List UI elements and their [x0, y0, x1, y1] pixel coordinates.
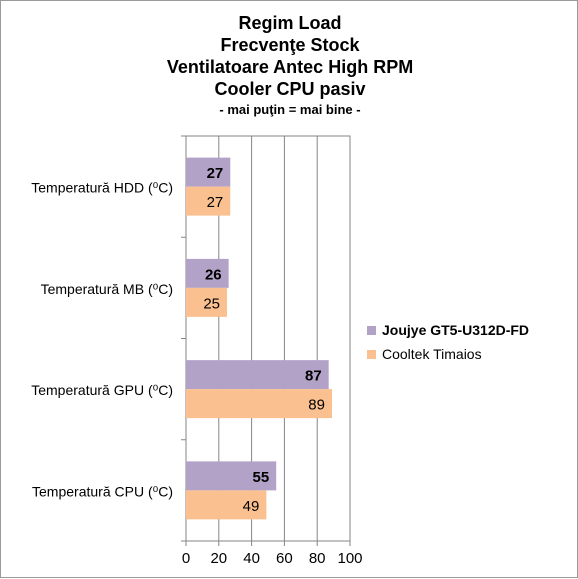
category-label: Temperatură HDD (⁰C) — [31, 180, 173, 196]
x-tick-label: 0 — [182, 550, 190, 567]
legend-label: Joujye GT5-U312D-FD — [382, 322, 529, 338]
legend-label: Cooltek Timaios — [382, 346, 482, 362]
data-label: 25 — [203, 295, 220, 312]
data-label: 27 — [207, 194, 224, 211]
x-tick-label: 20 — [210, 550, 227, 567]
data-label: 27 — [207, 165, 224, 182]
category-label: Temperatură CPU (⁰C) — [32, 483, 173, 499]
x-tick-label: 40 — [243, 550, 260, 567]
bar — [186, 360, 329, 390]
bar — [186, 157, 231, 187]
chart-title: Regim Load Frecvenţe Stock Ventilatoare … — [167, 13, 413, 117]
bar-layer — [186, 157, 332, 520]
data-label: 26 — [205, 266, 222, 283]
title-line-1: Regim Load — [238, 13, 341, 33]
bar — [186, 287, 227, 317]
data-label: 49 — [243, 498, 260, 515]
data-label: 55 — [253, 469, 270, 486]
axis-layer: 0 20 40 60 80 100 — [181, 135, 363, 567]
title-line-2: Frecvenţe Stock — [220, 35, 360, 55]
x-tick-label: 60 — [276, 550, 293, 567]
data-label: 89 — [308, 397, 325, 414]
title-line-3: Ventilatoare Antec High RPM — [167, 57, 413, 77]
bar — [186, 389, 332, 419]
title-line-4: Cooler CPU pasiv — [214, 79, 365, 99]
chart-subtitle: - mai puţin = mai bine - — [219, 102, 360, 117]
category-label: Temperatură GPU (⁰C) — [31, 382, 173, 398]
bar — [186, 461, 277, 491]
chart-legend: Joujye GT5-U312D-FD Cooltek Timaios — [367, 322, 529, 362]
label-layer: Temperatură HDD (⁰C) 27 27 Temperatură MB (… — [31, 165, 325, 515]
x-tick-label: 100 — [337, 550, 362, 567]
category-label: Temperatură MB (⁰C) — [41, 281, 173, 297]
data-label: 87 — [305, 368, 322, 385]
bar — [186, 258, 229, 288]
bar — [186, 186, 231, 216]
legend-swatch — [367, 350, 376, 359]
bar — [186, 490, 267, 520]
legend-swatch — [367, 326, 376, 335]
x-tick-label: 80 — [309, 550, 326, 567]
